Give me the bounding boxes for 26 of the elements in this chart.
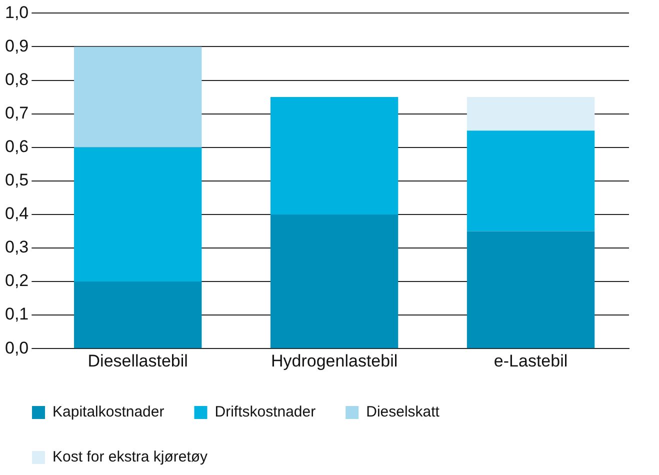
legend-label: Dieselskatt [366, 404, 440, 421]
y-tick-label: 0,8 [4, 70, 29, 89]
bar [466, 130, 595, 232]
bar [74, 282, 202, 348]
legend-label: Kapitalkostnader [52, 404, 164, 421]
y-tick-label: 0,4 [4, 204, 29, 224]
legend-label: Driftskostnader [214, 404, 316, 421]
bar [466, 231, 595, 348]
bar [270, 214, 398, 348]
bar [270, 97, 398, 214]
y-tick-label: 0,3 [4, 238, 29, 257]
bar [466, 97, 595, 131]
x-tick-label: Diesellastebil [88, 351, 188, 370]
y-tick-label: 0,1 [4, 304, 29, 324]
y-tick-label: 0,2 [4, 271, 29, 290]
x-tick-label: Hydrogenlastebil [270, 351, 398, 370]
bar [74, 46, 202, 148]
y-tick-label: 1,0 [4, 2, 29, 22]
x-tick-label: e-Lastebil [494, 351, 568, 370]
y-tick-label: 0,0 [4, 338, 29, 358]
y-tick-label: 0,5 [4, 170, 29, 190]
y-tick-label: 0,7 [4, 104, 29, 123]
legend-label: Kost for ekstra kjøretøy [52, 448, 208, 466]
bar [74, 147, 202, 282]
y-tick-label: 0,9 [4, 36, 29, 56]
y-tick-label: 0,6 [4, 137, 29, 156]
